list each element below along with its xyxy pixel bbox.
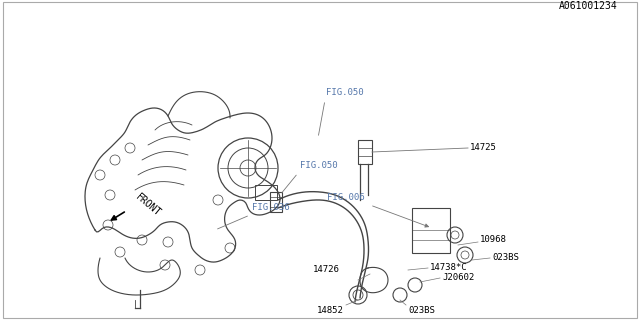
Text: FIG.036: FIG.036 [252,203,290,212]
Text: FIG.050: FIG.050 [300,161,338,170]
Text: A061001234: A061001234 [559,1,618,11]
Text: 14852: 14852 [317,306,344,315]
Text: 023BS: 023BS [492,252,519,261]
Text: FIG.050: FIG.050 [326,88,364,97]
Text: 14726: 14726 [313,266,340,275]
Text: FIG.006: FIG.006 [328,193,365,202]
Bar [358,140,372,164]
Bar [412,208,450,253]
Text: FRONT: FRONT [133,192,162,218]
Text: 023BS: 023BS [408,306,435,315]
Text: 10968: 10968 [480,236,507,244]
Bar [270,192,282,212]
Bar [255,185,277,200]
Text: 14725: 14725 [470,143,497,153]
Text: J20602: J20602 [442,273,474,282]
Text: 14738*C: 14738*C [430,262,468,271]
